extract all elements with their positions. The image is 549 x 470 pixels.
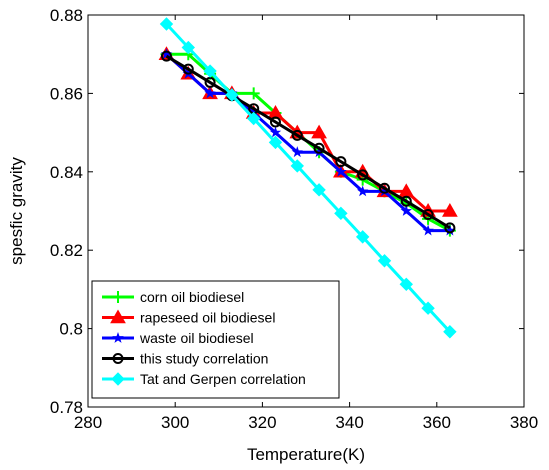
data-point <box>313 142 325 154</box>
data-point <box>291 146 304 158</box>
data-point <box>159 17 174 31</box>
legend-marker <box>110 309 126 324</box>
x-tick-label: 340 <box>335 413 363 432</box>
data-point <box>269 116 281 128</box>
data-point <box>377 254 392 268</box>
data-point <box>334 206 348 221</box>
data-point <box>181 40 195 55</box>
y-tick-label: 0.82 <box>50 241 83 260</box>
data-point <box>204 76 216 88</box>
data-point <box>204 87 216 99</box>
legend-item: Tat and Gerpen correlation <box>102 371 306 387</box>
data-point <box>335 165 347 177</box>
data-point <box>203 64 217 78</box>
x-tick-label: 280 <box>74 413 102 432</box>
data-point <box>442 202 458 217</box>
legend-marker <box>112 331 124 343</box>
legend-label: Tat and Gerpen correlation <box>140 371 306 387</box>
series-diamond <box>159 17 457 339</box>
legend-marker <box>111 372 125 386</box>
data-point <box>399 277 413 292</box>
legend-item: rapeseed oil biodiesel <box>102 309 275 326</box>
legend-item: this study correlation <box>102 351 268 367</box>
data-point <box>422 224 434 236</box>
plot-area <box>158 17 458 339</box>
data-point <box>290 159 304 173</box>
data-point <box>268 135 283 150</box>
legend-item: corn oil biodiesel <box>102 289 244 305</box>
data-point <box>421 301 435 315</box>
x-tick-label: 300 <box>161 413 189 432</box>
data-point <box>422 209 434 221</box>
legend-item: waste oil biodiesel <box>102 330 254 346</box>
data-point <box>311 124 327 139</box>
x-tick-label: 320 <box>248 413 276 432</box>
axis-ticks: 280 300 320 340 360 380 0.78 0.8 0.82 0.84 0.86 0.8… <box>50 6 538 432</box>
y-tick-label: 0.8 <box>59 320 83 339</box>
data-point <box>443 325 457 339</box>
data-point <box>356 185 369 197</box>
y-axis-label: spesfic gravity <box>7 157 26 265</box>
legend-marker <box>112 291 124 303</box>
series-circle <box>160 50 456 234</box>
y-tick-label: 0.78 <box>50 398 83 417</box>
x-tick-label: 360 <box>423 413 451 432</box>
data-point <box>400 204 413 216</box>
axes-box <box>87 14 525 408</box>
data-point <box>357 169 369 181</box>
x-tick-label: 380 <box>510 413 538 432</box>
series-line <box>165 23 451 333</box>
y-tick-label: 0.86 <box>50 84 83 103</box>
legend-label: corn oil biodiesel <box>140 289 244 305</box>
data-point <box>182 63 194 75</box>
legend: corn oil biodiesel rapeseed oil biodiesel… <box>91 280 340 399</box>
series-line <box>165 53 450 233</box>
data-point <box>246 111 261 126</box>
y-tick-label: 0.84 <box>50 163 83 182</box>
x-axis-label: Temperature(K) <box>247 445 365 464</box>
legend-label: rapeseed oil biodiesel <box>140 310 275 326</box>
data-point <box>355 230 370 244</box>
legend-marker <box>112 353 124 364</box>
data-point <box>160 50 172 62</box>
y-tick-label: 0.88 <box>50 6 83 25</box>
data-point <box>335 156 347 168</box>
data-point <box>312 183 326 197</box>
data-point <box>269 126 282 138</box>
legend-label: waste oil biodiesel <box>139 330 254 346</box>
data-point <box>400 195 412 207</box>
data-point <box>378 182 390 194</box>
data-point <box>444 222 456 234</box>
data-point <box>247 87 260 100</box>
data-point <box>225 88 239 102</box>
data-point <box>291 129 303 141</box>
legend-label: this study correlation <box>140 351 268 367</box>
